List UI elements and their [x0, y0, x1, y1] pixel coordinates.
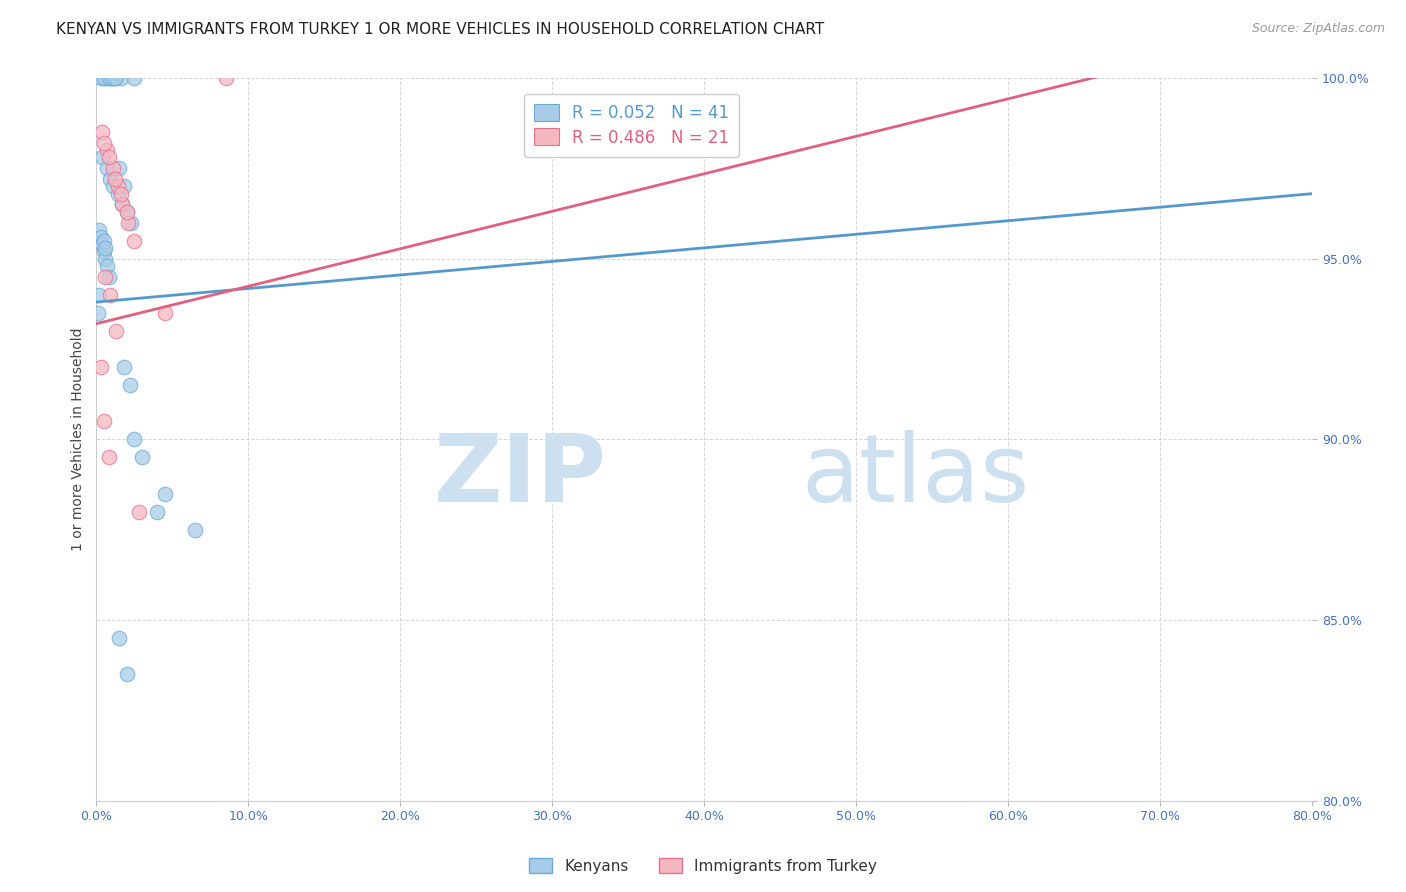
Point — [101, 70, 124, 85]
Legend: R = 0.052   N = 41, R = 0.486   N = 21: R = 0.052 N = 41, R = 0.486 N = 21 — [523, 94, 740, 156]
Point — [96, 259, 118, 273]
Text: ZIP: ZIP — [434, 430, 607, 522]
Point — [107, 186, 129, 201]
Point — [97, 269, 120, 284]
Point — [93, 414, 115, 428]
Point — [124, 70, 146, 85]
Point — [153, 306, 176, 320]
Point — [131, 450, 153, 465]
Point — [94, 70, 117, 85]
Text: Source: ZipAtlas.com: Source: ZipAtlas.com — [1251, 22, 1385, 36]
Legend: Kenyans, Immigrants from Turkey: Kenyans, Immigrants from Turkey — [523, 852, 883, 880]
Text: atlas: atlas — [801, 430, 1029, 522]
Point — [93, 244, 115, 259]
Point — [90, 70, 112, 85]
Point — [90, 230, 112, 244]
Text: KENYAN VS IMMIGRANTS FROM TURKEY 1 OR MORE VEHICLES IN HOUSEHOLD CORRELATION CHA: KENYAN VS IMMIGRANTS FROM TURKEY 1 OR MO… — [56, 22, 824, 37]
Point — [97, 151, 120, 165]
Point — [111, 197, 134, 211]
Point — [124, 234, 146, 248]
Point — [93, 70, 115, 85]
Point — [94, 252, 117, 266]
Point — [153, 486, 176, 500]
Point — [115, 667, 138, 681]
Point — [118, 378, 141, 392]
Point — [93, 234, 115, 248]
Point — [115, 204, 138, 219]
Point — [108, 631, 131, 645]
Point — [104, 172, 127, 186]
Point — [93, 136, 115, 150]
Point — [96, 143, 118, 157]
Point — [105, 70, 128, 85]
Point — [128, 505, 150, 519]
Point — [110, 70, 132, 85]
Point — [101, 179, 124, 194]
Point — [105, 324, 128, 338]
Point — [112, 360, 135, 375]
Point — [111, 197, 134, 211]
Point — [89, 223, 111, 237]
Point — [94, 269, 117, 284]
Point — [98, 70, 121, 85]
Point — [120, 215, 142, 229]
Point — [214, 70, 236, 85]
Point — [104, 70, 127, 85]
Point — [117, 215, 139, 229]
Point — [184, 523, 207, 537]
Point — [98, 288, 121, 302]
Point — [97, 70, 120, 85]
Point — [97, 450, 120, 465]
Point — [96, 161, 118, 176]
Point — [110, 186, 132, 201]
Point — [91, 151, 114, 165]
Point — [98, 172, 121, 186]
Point — [124, 433, 146, 447]
Point — [115, 204, 138, 219]
Point — [101, 161, 124, 176]
Point — [107, 179, 129, 194]
Point — [100, 70, 122, 85]
Point — [94, 241, 117, 255]
Point — [90, 360, 112, 375]
Y-axis label: 1 or more Vehicles in Household: 1 or more Vehicles in Household — [72, 327, 86, 551]
Point — [91, 125, 114, 139]
Point — [108, 161, 131, 176]
Point — [146, 505, 169, 519]
Point — [91, 237, 114, 252]
Point — [112, 179, 135, 194]
Point — [87, 306, 110, 320]
Point — [89, 288, 111, 302]
